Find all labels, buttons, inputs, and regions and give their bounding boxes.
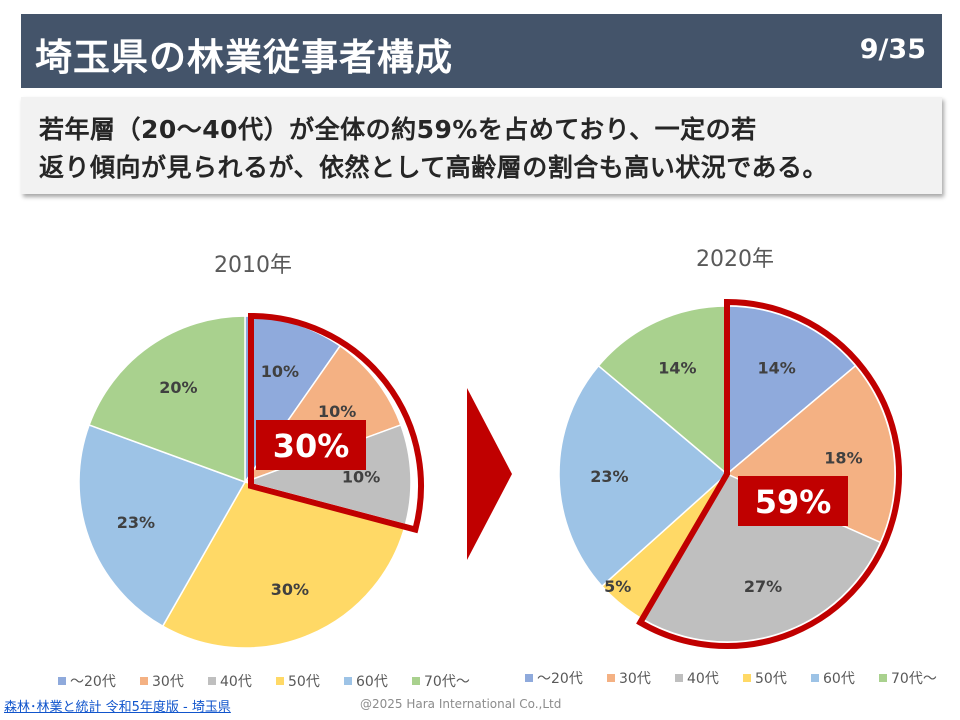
legend-swatch [344,677,352,685]
legend-label: 60代 [823,671,855,687]
page-number: 9/35 [859,34,926,65]
legend-label: 40代 [687,671,719,687]
legend-label: 60代 [356,674,388,690]
copyright: @2025 Hara International Co.,Ltd [360,697,562,711]
highlight-outline [636,298,902,649]
chart-title: 2010年 [214,253,292,278]
data-label: 10% [318,402,356,421]
legend-swatch [208,677,216,685]
pie-charts: 2010年 10% 10% 10% 30% 23% 20% 30% ～20代 30代 40代 50代 6… [58,247,937,690]
summary-line-2: 返り傾向が見られるが、依然として高齢層の割合も高い状況である。 [39,153,829,182]
pie-chart-0: 2010年 10% 10% 10% 30% 23% 20% 30% ～20代 30代 40代 50代 6… [58,253,470,690]
data-label: 10% [342,468,380,487]
highlight-label: 59% [755,483,832,521]
legend-label: 70代～ [891,671,937,687]
chart-title: 2020年 [696,247,774,272]
data-label: 10% [261,362,299,381]
highlight-label: 30% [273,427,350,465]
pie-slice [726,305,857,476]
pie-slice [558,364,729,588]
legend-swatch [525,674,533,682]
legend-swatch [879,674,887,682]
page-title: 埼玉県の林業従事者構成 [35,36,453,79]
highlight-box [738,476,848,526]
data-label: 14% [757,358,795,377]
legend-label: ～20代 [537,671,583,687]
legend-swatch [743,674,751,682]
legend-swatch [276,677,284,685]
legend-swatch [58,677,66,685]
data-label: 20% [159,378,197,397]
summary-box: 若年層（20～40代）が全体の約59%を占めており、一定の若 返り傾向が見られる… [21,97,942,194]
pie-slice [597,305,728,476]
legend-swatch [412,677,420,685]
data-label: 23% [117,513,155,532]
data-label: 5% [604,577,631,596]
legend-label: ～20代 [70,674,116,690]
legend-label: 50代 [288,674,320,690]
pie-slice [242,423,412,526]
legend-label: 70代～ [424,674,470,690]
data-label: 27% [744,577,782,596]
title-bar: 埼玉県の林業従事者構成 9/35 [21,14,942,88]
legend-label: 40代 [220,674,252,690]
data-label: 14% [658,358,696,377]
data-label: 23% [590,467,628,486]
data-label: 30% [271,580,309,599]
legend-swatch [607,674,615,682]
arrow-icon [467,388,512,560]
legend-label: 50代 [755,671,787,687]
legend-label: 30代 [152,674,184,690]
pie-chart-1: 2020年 14% 18% 27% 5% 23% 14% 59% ～20代 30代 40代 50代 60… [525,247,937,687]
legend-swatch [140,677,148,685]
summary-line-1: 若年層（20～40代）が全体の約59%を占めており、一定の若 [39,115,757,144]
pie-slice [78,423,247,628]
pie-slice [725,364,896,544]
data-label: 18% [824,449,862,468]
legend-label: 30代 [619,671,651,687]
highlight-box [256,420,366,470]
highlight-outline [248,312,424,534]
source-link[interactable]: 森林･林業と統計 令和5年度版 - 埼玉県 [4,700,231,715]
pie-slice [161,481,407,649]
legend-swatch [675,674,683,682]
pie-slice [88,315,246,484]
legend-swatch [811,674,819,682]
